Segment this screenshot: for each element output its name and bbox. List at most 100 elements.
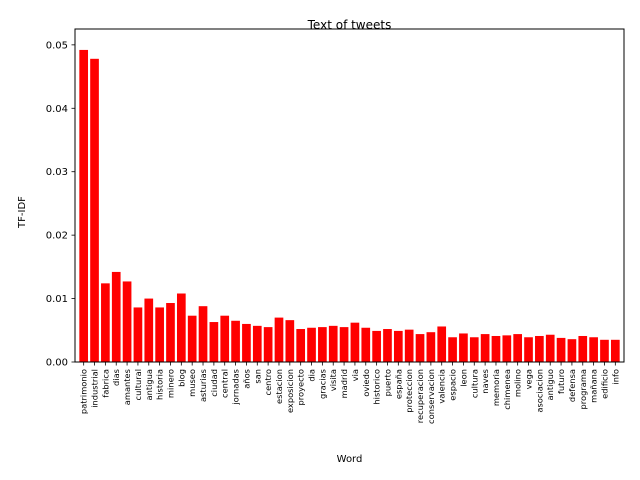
bar-14 [231, 320, 240, 362]
x-tick-label-1: industrial [90, 369, 100, 408]
bar-40 [513, 334, 523, 362]
x-tick-label-29: españa [393, 369, 403, 399]
bar-10 [187, 315, 197, 362]
bar-36 [469, 337, 479, 362]
x-tick-label-8: minero [165, 369, 175, 398]
x-tick-label-2: fabrica [100, 369, 110, 398]
x-tick-label-37: naves [480, 369, 490, 394]
x-tick-label-27: historico [372, 369, 382, 405]
x-tick-label-7: historia [155, 369, 165, 400]
x-tick-label-18: estacion [274, 369, 284, 404]
bar-20 [296, 329, 306, 362]
bar-48 [600, 339, 609, 362]
bar-15 [242, 323, 251, 362]
chart-title: Text of tweets [307, 18, 392, 32]
bar-3 [111, 271, 121, 362]
bar-0 [79, 49, 89, 363]
x-tick-label-16: san [252, 369, 262, 384]
bar-17 [263, 327, 273, 362]
bar-41 [524, 337, 533, 362]
x-tick-label-6: antigua [144, 369, 154, 401]
plot-frame [74, 28, 625, 363]
bar-24 [339, 327, 349, 362]
bar-23 [328, 325, 338, 362]
x-tick-label-39: chimenea [502, 369, 512, 410]
bar-27 [372, 330, 381, 362]
y-tick-label-1: 0.01 [46, 294, 68, 305]
bar-32 [426, 332, 436, 362]
bar-12 [209, 322, 219, 362]
y-tick-label-5: 0.05 [46, 40, 68, 51]
x-tick-label-23: visita [328, 369, 338, 391]
x-tick-label-34: espacio [448, 369, 458, 401]
bar-38 [491, 335, 501, 362]
bar-25 [350, 322, 360, 362]
bar-45 [567, 339, 577, 362]
bar-35 [459, 333, 468, 362]
x-tick-label-30: proteccion [404, 369, 414, 413]
x-tick-label-19: exposicion [285, 369, 295, 413]
x-tick-label-0: patrimonio [79, 369, 89, 414]
bar-4 [122, 281, 132, 362]
bar-43 [545, 334, 555, 362]
y-tick-label-3: 0.03 [46, 167, 68, 178]
bar-11 [198, 306, 208, 362]
bar-21 [307, 327, 316, 362]
bar-39 [502, 335, 512, 362]
bar-26 [361, 327, 371, 362]
bar-47 [589, 337, 598, 362]
x-tick-label-20: proyecto [296, 369, 306, 405]
bar-33 [437, 326, 447, 362]
y-tick-label-4: 0.04 [46, 104, 68, 115]
x-tick-label-41: vega [524, 369, 534, 389]
bar-46 [578, 335, 588, 362]
x-tick-label-24: madrid [339, 369, 349, 398]
bar-34 [448, 337, 457, 362]
bar-30 [404, 329, 414, 362]
bar-49 [610, 339, 620, 362]
x-tick-label-36: cultura [469, 369, 479, 398]
bar-37 [480, 334, 490, 362]
bar-2 [101, 283, 110, 362]
x-axis-title: Word [337, 454, 363, 465]
x-tick-label-9: blog [176, 369, 186, 387]
x-tick-label-44: futuro [556, 369, 566, 394]
x-tick-label-11: asturias [198, 369, 208, 402]
x-tick-label-35: leon [458, 369, 468, 387]
bar-13 [220, 315, 230, 362]
y-tick-label-0: 0.00 [46, 358, 68, 369]
x-tick-label-31: recuperacion [415, 369, 425, 423]
bar-16 [252, 325, 262, 362]
bar-7 [155, 307, 164, 362]
x-ticks-group: patrimonio industrial fabrica dias amantes cu… [79, 362, 620, 424]
y-ticks-group: 0.00 0.01 0.02 0.03 0.04 0.05 [46, 40, 75, 369]
bar-18 [274, 317, 284, 362]
x-tick-label-26: oviedo [361, 369, 371, 397]
bar-1 [90, 58, 99, 363]
x-tick-label-28: puerto [382, 369, 392, 396]
x-tick-label-40: molino [513, 369, 523, 397]
x-tick-label-10: museo [187, 369, 197, 397]
x-tick-label-49: info [610, 369, 620, 385]
x-tick-label-48: edificio [599, 369, 609, 399]
bar-9 [176, 293, 186, 362]
x-tick-label-5: cultural [133, 369, 143, 400]
x-tick-label-13: central [220, 369, 230, 398]
y-axis-title: TF-IDF [17, 196, 28, 229]
bar-22 [318, 327, 327, 362]
bar-44 [556, 337, 566, 362]
x-tick-label-32: conservacion [426, 369, 436, 424]
bar-29 [393, 330, 403, 362]
bar-8 [166, 303, 175, 362]
bars-group [79, 49, 620, 363]
x-tick-label-22: gracias [317, 369, 327, 399]
x-tick-label-42: asociacion [534, 369, 544, 413]
x-tick-label-25: via [350, 369, 360, 381]
x-tick-label-47: mañana [589, 369, 599, 403]
x-tick-label-15: años [241, 369, 251, 389]
bar-5 [133, 307, 143, 362]
x-tick-label-12: ciudad [209, 369, 219, 397]
bar-31 [415, 334, 425, 362]
x-tick-label-3: dias [111, 369, 121, 386]
